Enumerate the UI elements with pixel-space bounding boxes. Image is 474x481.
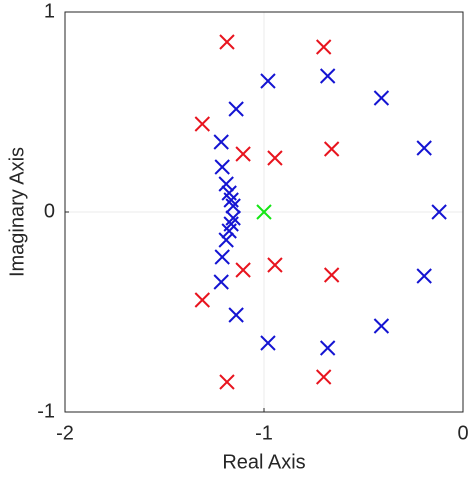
pole-marker: [315, 39, 332, 55]
pole-marker: [219, 374, 235, 390]
pole-marker: [260, 73, 276, 89]
pole-marker: [256, 204, 272, 220]
pole-marker: [214, 159, 230, 175]
pole-marker: [221, 223, 237, 239]
pole-marker: [323, 141, 340, 157]
x-tick-label: -2: [56, 422, 74, 444]
x-tick-label: -1: [255, 422, 273, 444]
pole-marker: [373, 318, 390, 334]
pole-marker: [213, 274, 229, 290]
pole-marker: [416, 140, 432, 156]
pole-marker: [267, 257, 283, 273]
pole-marker: [319, 340, 336, 356]
y-tick-label: 0: [44, 200, 55, 222]
x-tick-label: 0: [457, 422, 468, 444]
pole-marker: [235, 146, 251, 162]
y-tick-label: -1: [37, 400, 55, 422]
pole-marker: [225, 198, 241, 214]
pole-marker: [218, 176, 234, 192]
pole-marker: [373, 90, 390, 106]
y-tick-label: 1: [44, 0, 55, 22]
pole-marker: [267, 150, 283, 166]
pole-marker: [260, 335, 276, 351]
pole-marker: [416, 268, 432, 284]
pole-marker: [219, 34, 235, 50]
pole-marker: [228, 101, 244, 117]
pole-marker: [228, 307, 244, 323]
pole-marker: [213, 134, 229, 150]
pole-marker: [218, 232, 234, 248]
pole-marker: [194, 116, 211, 132]
pole-marker: [194, 292, 211, 308]
pole-marker: [319, 68, 336, 84]
pole-marker: [323, 267, 340, 283]
pole-marker: [235, 262, 251, 278]
y-axis-label: Imaginary Axis: [6, 147, 28, 277]
pole-marker: [431, 204, 447, 220]
pole-marker: [214, 249, 230, 265]
x-axis-label: Real Axis: [222, 451, 305, 473]
plot-frame: [64, 11, 464, 413]
pole-marker: [315, 369, 332, 385]
